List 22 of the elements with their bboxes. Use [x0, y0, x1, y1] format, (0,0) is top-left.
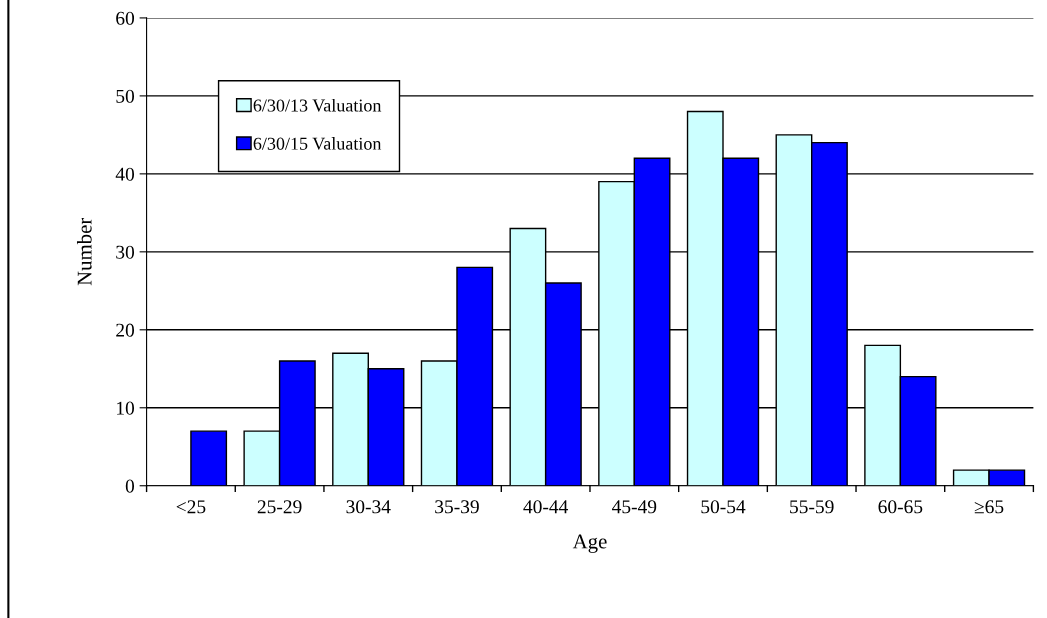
- y-tick-label: 50: [116, 89, 135, 103]
- bar: [190, 430, 228, 486]
- x-tick-label: 40-44: [523, 500, 569, 514]
- x-tick-label: <25: [176, 500, 206, 514]
- y-axis-title: Number: [76, 217, 92, 286]
- x-tick-label: 55-59: [790, 500, 834, 514]
- x-tick-label: ≥65: [974, 500, 1004, 514]
- y-tick-label: 30: [116, 245, 135, 259]
- x-tick-label: 60-65: [878, 500, 923, 514]
- legend-label: 6/30/15 Valuation: [253, 137, 382, 150]
- legend-label: 6/30/13 Valuation: [253, 98, 382, 112]
- y-tick-label: 10: [117, 401, 135, 415]
- y-tick-label: 20: [116, 323, 135, 337]
- y-tick-label: 40: [115, 167, 135, 181]
- x-tick-label: 25-29: [257, 500, 302, 514]
- x-tick-label: 30-34: [346, 500, 391, 514]
- y-tick-label: 0: [125, 479, 135, 493]
- x-tick-label: 45-49: [612, 500, 657, 514]
- y-tick-label: 60: [116, 11, 135, 25]
- x-tick-label: 35-39: [435, 500, 479, 514]
- x-tick-label: 50-54: [701, 500, 746, 514]
- x-axis-title: Age: [572, 534, 607, 553]
